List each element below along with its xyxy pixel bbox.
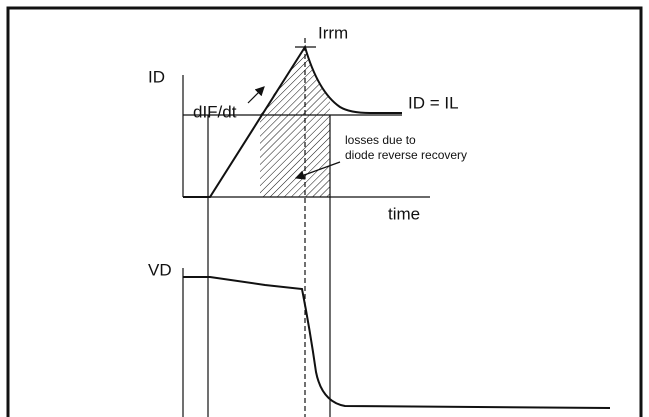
time-label: time xyxy=(388,204,420,223)
frame xyxy=(6,6,643,417)
vd-label: VD xyxy=(148,260,172,279)
loss-area xyxy=(260,47,330,197)
id-label: ID xyxy=(148,67,165,86)
losses-label: diode reverse recovery xyxy=(345,148,467,162)
voltage-wave xyxy=(183,276,611,409)
current-wave xyxy=(183,44,402,198)
losses-label: losses due to xyxy=(345,133,416,147)
level-label: ID = IL xyxy=(408,93,459,112)
loss-arrow xyxy=(294,161,341,180)
irrm-label: Irrm xyxy=(318,23,348,42)
slope-label: dIF/dt xyxy=(193,102,237,121)
slope-arrow xyxy=(247,86,265,104)
